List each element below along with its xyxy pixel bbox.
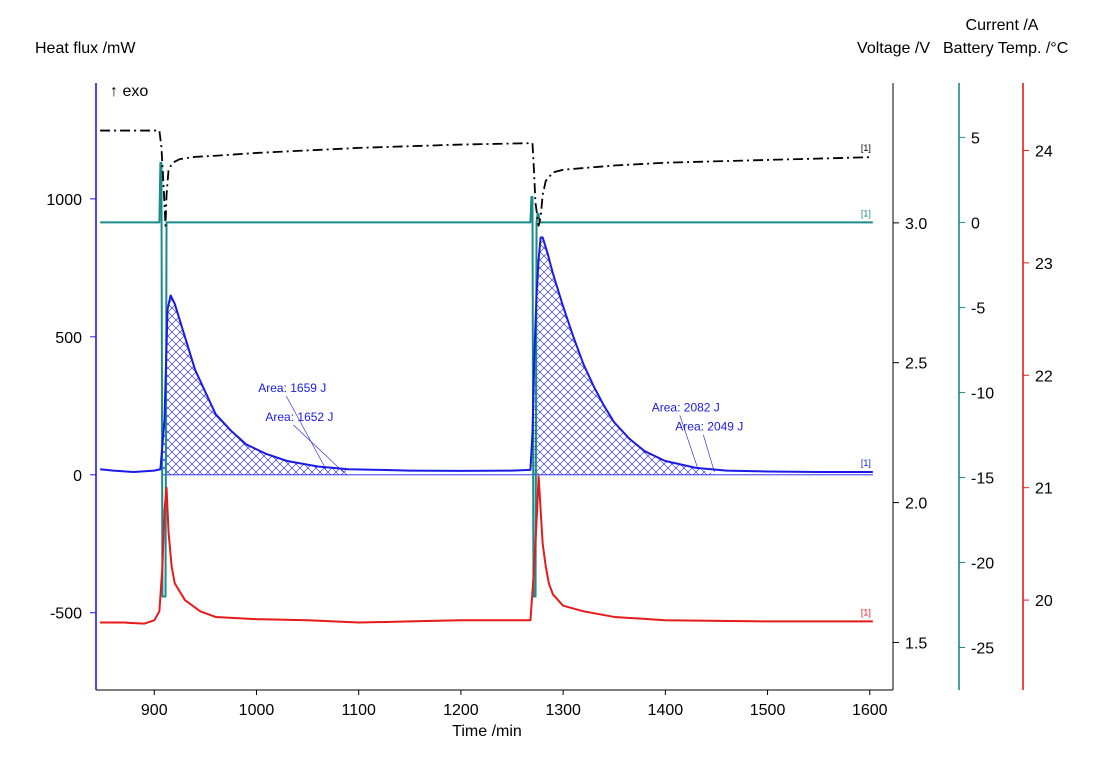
voltage-tick-label: 2.0 [905, 496, 927, 513]
current-tick-label: -10 [971, 385, 994, 402]
series-line-current [100, 161, 873, 598]
x-axis-title: Time /min [452, 723, 522, 740]
area-label: Area: 2049 J [675, 420, 743, 434]
series-line-heat-flux [99, 236, 873, 474]
heat-flux-tick-label: 1000 [46, 192, 82, 209]
axes-layer: 900 1000 1100 1200 1300 1400 1500 1600 -500 0 500 1… [46, 83, 1053, 719]
area-label: Area: 2082 J [652, 400, 720, 414]
voltage-axis-title: Voltage /V [857, 40, 930, 57]
series-layer: [1] [1] [1] [1] [99, 129, 873, 625]
area-label: Area: 1652 J [265, 410, 333, 424]
voltage-tick-label: 2.5 [905, 356, 927, 373]
x-tick-label: 1400 [648, 702, 684, 719]
heat-flux-tick-label: 500 [55, 330, 82, 347]
area-pointer [293, 424, 344, 473]
battery-temp-tick-label: 20 [1035, 593, 1053, 610]
area-pointer [285, 395, 327, 470]
series-line-battery-temp [100, 475, 873, 625]
integration-area-1 [161, 295, 349, 475]
voltage-tick-label: 3.0 [905, 216, 927, 233]
current-tick-label: -15 [971, 470, 994, 487]
current-tick-label: -25 [971, 640, 994, 657]
annotation-layer: Area: 1659 J Area: 1652 J Area: 2082 J Area… [258, 381, 743, 473]
area-pointer [679, 415, 699, 470]
battery-temp-tick-label: 24 [1035, 143, 1053, 160]
battery-temp-tick-label: 21 [1035, 481, 1053, 498]
x-tick-label: 900 [141, 702, 168, 719]
area-pointer [703, 434, 715, 473]
x-tick-label: 1500 [750, 702, 786, 719]
battery-temp-axis-title: Battery Temp. /°C [943, 40, 1068, 57]
series-tag-battery-temp: [1] [861, 607, 871, 617]
x-tick-label: 1200 [443, 702, 479, 719]
heat-flux-tick-label: 0 [73, 468, 82, 485]
x-tick-label: 1100 [341, 702, 376, 719]
current-tick-label: -20 [971, 555, 994, 572]
battery-temp-tick-label: 23 [1035, 256, 1053, 273]
current-tick-label: 5 [971, 130, 980, 147]
series-tag-heat-flux: [1] [861, 458, 871, 468]
chart-titles: Heat flux /mW Current /A Voltage /V Batt… [35, 17, 1068, 740]
x-tick-label: 1300 [545, 702, 581, 719]
exo-annotation: ↑ exo [110, 83, 148, 100]
series-line-voltage [100, 129, 873, 227]
heat-flux-tick-label: -500 [50, 606, 82, 623]
integration-area-2 [533, 237, 717, 475]
current-axis-title: Current /A [966, 17, 1039, 34]
area-label: Area: 1659 J [258, 381, 326, 395]
area-fill-layer [161, 237, 873, 476]
x-tick-label: 1000 [239, 702, 275, 719]
voltage-tick-label: 1.5 [905, 635, 927, 652]
series-tag-voltage: [1] [861, 143, 871, 153]
series-tag-current: [1] [861, 208, 871, 218]
battery-temp-tick-label: 22 [1035, 368, 1053, 385]
current-tick-label: -5 [971, 300, 985, 317]
x-tick-label: 1600 [852, 702, 888, 719]
current-tick-label: 0 [971, 215, 980, 232]
heat-flux-axis-title: Heat flux /mW [35, 40, 136, 57]
